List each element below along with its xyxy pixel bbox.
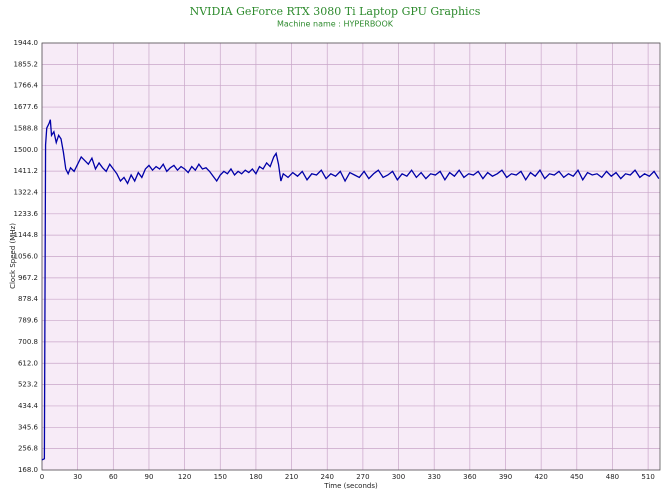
plot-frame [41,42,661,471]
y-tick-label: 700.8 [18,338,38,346]
y-tick-label: 523.2 [18,381,38,389]
y-tick-label: 1588.8 [14,124,39,132]
x-tick-label: 360 [463,473,476,481]
data-line [41,119,660,461]
x-tick-label: 480 [606,473,619,481]
y-tick-label: 1500.0 [14,146,39,154]
x-axis-label: Time (seconds) [323,482,378,490]
y-axis-label: Clock Speed (MHz) [9,223,17,289]
y-tick-label: 612.0 [18,359,38,367]
x-tick-label: 30 [73,473,82,481]
x-tick-label: 510 [641,473,654,481]
y-tick-label: 345.6 [18,423,39,431]
y-tick-label: 1677.6 [14,103,39,111]
x-tick-label: 150 [214,473,227,481]
y-tick-label: 1056.0 [14,253,39,261]
x-tick-label: 0 [40,473,44,481]
y-tick-label: 434.4 [18,402,39,410]
x-tick-label: 120 [178,473,191,481]
chart-subtitle: Machine name : HYPERBOOK [277,20,394,29]
x-tick-label: 450 [570,473,583,481]
y-tick-label: 1855.2 [14,60,39,68]
y-tick-label: 1766.4 [14,82,39,90]
x-tick-label: 330 [428,473,441,481]
y-tick-label: 789.6 [18,317,39,325]
x-tick-label: 300 [392,473,405,481]
x-tick-label: 240 [321,473,334,481]
x-tick-label: 90 [145,473,154,481]
y-tick-label: 1322.4 [14,188,39,196]
x-tick-label: 420 [534,473,547,481]
x-tick-label: 60 [109,473,118,481]
y-tick-label: 1944.0 [14,39,39,47]
y-tick-label: 1144.8 [14,231,39,239]
y-tick-label: 256.8 [18,445,38,453]
y-tick-label: 168.0 [18,466,38,474]
y-tick-label: 1233.6 [14,210,39,218]
y-tick-label: 878.4 [18,295,39,303]
x-tick-label: 270 [356,473,369,481]
y-tick-label: 967.2 [18,274,38,282]
x-tick-label: 180 [249,473,262,481]
chart-title: NVIDIA GeForce RTX 3080 Ti Laptop GPU Gr… [190,5,481,18]
x-tick-label: 210 [285,473,298,481]
y-tick-label: 1411.2 [14,167,39,175]
x-tick-label: 390 [499,473,512,481]
